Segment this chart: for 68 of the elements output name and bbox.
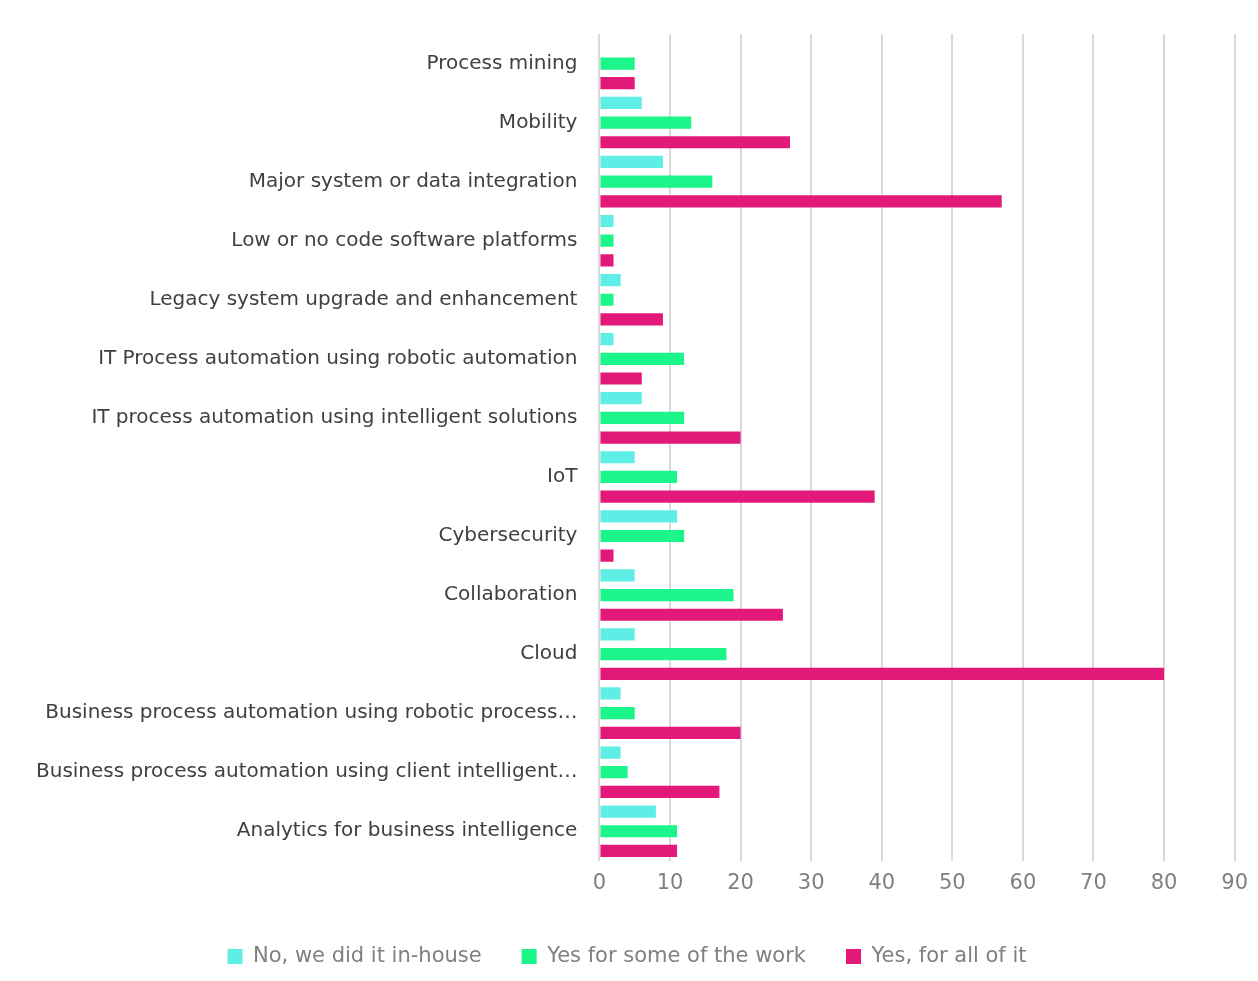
y-tick-label: Low or no code software platforms bbox=[231, 226, 578, 251]
bar bbox=[600, 805, 656, 818]
bar bbox=[600, 648, 727, 661]
bar bbox=[600, 470, 678, 484]
bar bbox=[600, 746, 621, 759]
y-tick-label: Cybersecurity bbox=[438, 522, 578, 547]
bar bbox=[600, 293, 614, 306]
bar bbox=[600, 667, 1165, 680]
y-tick-label: Collaboration bbox=[444, 581, 578, 606]
legend-label: No, we did it in-house bbox=[253, 942, 482, 967]
bar bbox=[600, 569, 635, 582]
x-tick-label: 30 bbox=[797, 869, 825, 894]
x-tick-label: 80 bbox=[1150, 869, 1178, 894]
y-tick-label: IoT bbox=[547, 463, 579, 488]
y-tick-label: Legacy system upgrade and enhancement bbox=[149, 285, 578, 310]
bar bbox=[600, 628, 635, 641]
bar bbox=[600, 549, 614, 562]
y-tick-label: Cloud bbox=[520, 640, 578, 665]
legend-label: Yes, for all of it bbox=[870, 942, 1027, 967]
bar bbox=[600, 825, 678, 838]
bar bbox=[600, 214, 614, 228]
bar bbox=[600, 707, 635, 720]
bar bbox=[600, 687, 621, 700]
bar bbox=[600, 136, 790, 149]
bar bbox=[600, 234, 614, 247]
bar bbox=[600, 726, 741, 739]
y-tick-label: Major system or data integration bbox=[248, 167, 578, 192]
y-tick-label: Mobility bbox=[498, 108, 578, 133]
bar bbox=[600, 254, 614, 267]
y-tick-label: Analytics for business intelligence bbox=[236, 817, 578, 842]
y-tick-label: IT process automation using intelligent solutions bbox=[91, 404, 578, 429]
bar bbox=[600, 431, 741, 444]
x-tick-label: 40 bbox=[868, 869, 896, 894]
bar bbox=[600, 529, 685, 543]
x-tick-label: 70 bbox=[1080, 869, 1107, 894]
x-tick-label: 20 bbox=[727, 869, 754, 894]
bar bbox=[600, 392, 642, 405]
bar bbox=[600, 313, 663, 326]
bar bbox=[600, 195, 1002, 208]
bar bbox=[600, 175, 713, 188]
bar bbox=[600, 155, 663, 169]
legend-label: Yes for some of the work bbox=[546, 942, 807, 967]
bar bbox=[600, 77, 635, 90]
y-tick-label: Business process automation using client intelligent… bbox=[35, 758, 578, 783]
y-tick-label: Business process automation using robotic process… bbox=[45, 699, 578, 724]
bar bbox=[600, 766, 628, 779]
x-tick-label: 50 bbox=[938, 869, 966, 894]
bar bbox=[600, 116, 692, 129]
bar bbox=[600, 372, 642, 385]
bar bbox=[600, 490, 875, 503]
bar bbox=[600, 57, 635, 70]
x-tick-label: 90 bbox=[1221, 869, 1249, 894]
bar bbox=[600, 588, 734, 602]
bar bbox=[600, 333, 614, 346]
bar bbox=[600, 510, 678, 523]
x-tick-label: 10 bbox=[656, 869, 684, 894]
bar bbox=[600, 451, 635, 464]
x-tick-label: 0 bbox=[592, 869, 607, 894]
bar bbox=[600, 411, 685, 424]
bar bbox=[600, 785, 720, 798]
y-tick-label: IT Process automation using robotic automation bbox=[98, 345, 578, 370]
bar bbox=[600, 608, 783, 621]
bar bbox=[600, 352, 685, 365]
bar bbox=[600, 844, 678, 858]
bar bbox=[600, 273, 621, 287]
y-tick-label: Process mining bbox=[426, 49, 578, 74]
bar bbox=[600, 96, 642, 109]
x-tick-label: 60 bbox=[1009, 869, 1037, 894]
